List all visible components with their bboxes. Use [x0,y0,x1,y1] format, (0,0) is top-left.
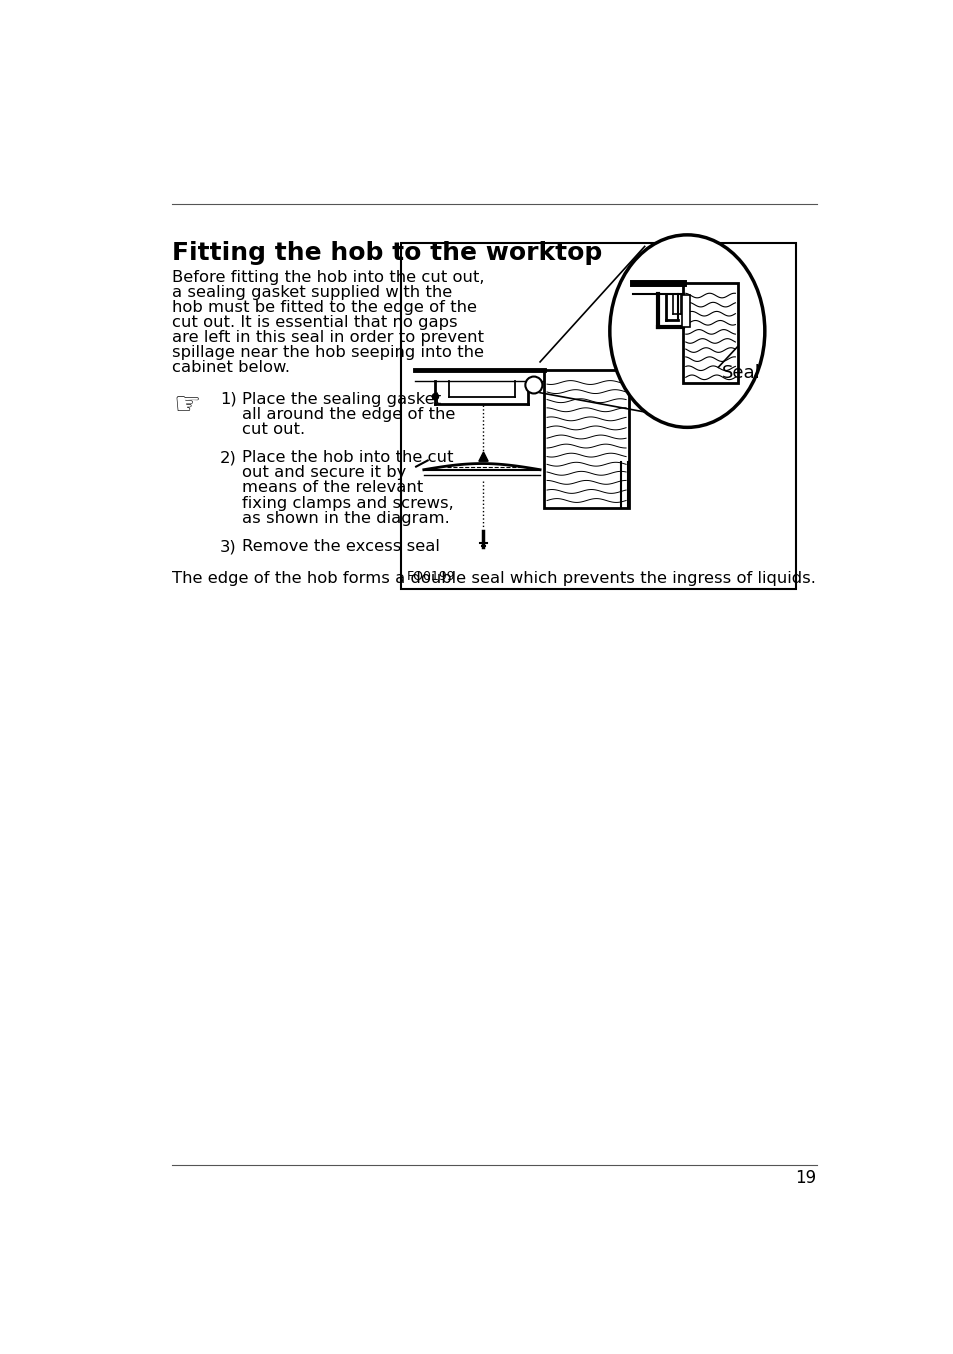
Text: Place the hob into the cut: Place the hob into the cut [241,451,453,466]
Ellipse shape [609,234,764,428]
Text: FO0199: FO0199 [406,570,455,584]
Text: The edge of the hob forms a double seal which prevents the ingress of liquids.: The edge of the hob forms a double seal … [172,571,815,586]
Text: hob must be fitted to the edge of the: hob must be fitted to the edge of the [172,299,476,314]
Bar [400,242,795,589]
Text: Remove the excess seal: Remove the excess seal [241,539,439,554]
Text: 1): 1) [220,391,236,406]
Text: 2): 2) [220,451,236,466]
Circle shape [432,394,438,399]
Text: 3): 3) [220,539,236,554]
Text: 19: 19 [795,1169,816,1187]
Text: Place the sealing gasket: Place the sealing gasket [241,391,440,406]
Polygon shape [478,452,488,462]
Bar [543,370,629,508]
Text: cut out.: cut out. [241,421,305,436]
Text: fixing clamps and screws,: fixing clamps and screws, [241,496,453,510]
Text: cabinet below.: cabinet below. [172,360,290,375]
Text: all around the edge of the: all around the edge of the [241,406,455,421]
Text: are left in this seal in order to prevent: are left in this seal in order to preven… [172,329,483,344]
Bar [682,283,737,383]
Text: cut out. It is essential that no gaps: cut out. It is essential that no gaps [172,314,457,329]
Bar [681,295,689,328]
Text: Seal: Seal [721,364,760,382]
Text: Before fitting the hob into the cut out,: Before fitting the hob into the cut out, [172,269,484,284]
Text: Fitting the hob to the worktop: Fitting the hob to the worktop [172,241,601,265]
Circle shape [525,376,542,394]
Text: means of the relevant: means of the relevant [241,481,422,496]
Text: spillage near the hob seeping into the: spillage near the hob seeping into the [172,344,483,360]
Text: out and secure it by: out and secure it by [241,466,406,481]
Text: a sealing gasket supplied with the: a sealing gasket supplied with the [172,284,452,299]
Text: as shown in the diagram.: as shown in the diagram. [241,510,449,525]
Text: ☞: ☞ [173,391,201,421]
